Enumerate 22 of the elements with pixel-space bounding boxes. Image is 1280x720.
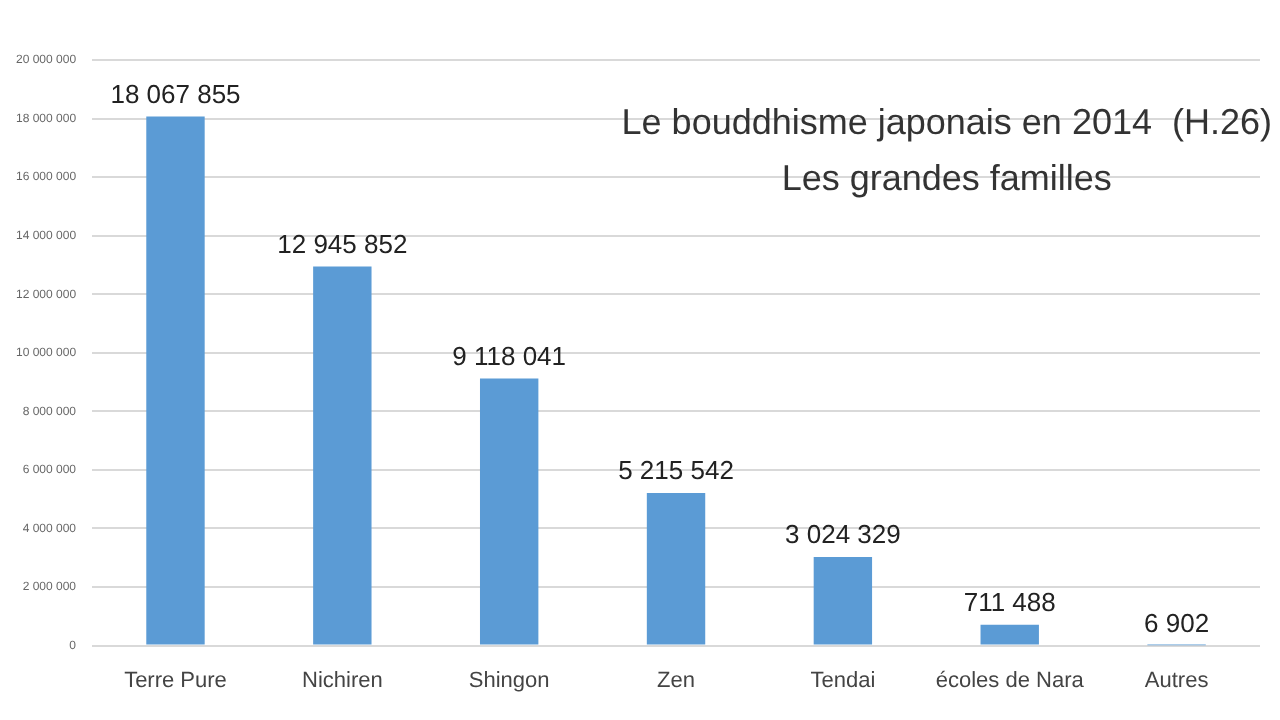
bar xyxy=(146,116,205,645)
text: Le bouddhisme japonais en 2014 (H.26) xyxy=(621,101,1273,142)
bar xyxy=(813,557,873,645)
x-tick-label: Zen xyxy=(657,668,695,693)
data-label: 12 945 852 xyxy=(277,228,408,259)
data-label: 711 488 xyxy=(963,586,1056,617)
x-tick-label: Nichiren xyxy=(301,668,383,693)
data-label: 6 902 xyxy=(1144,607,1210,638)
bar xyxy=(646,492,706,645)
data-label: 18 067 855 xyxy=(110,78,241,109)
bar xyxy=(479,378,539,645)
x-tick-label: écoles de Nara xyxy=(935,668,1086,693)
x-tick-label: Terre Pure xyxy=(124,668,227,693)
data-label: 5 215 542 xyxy=(618,455,734,486)
data-label: 9 118 041 xyxy=(452,340,567,371)
x-tick-label: Autres xyxy=(1144,668,1210,693)
data-label: 3 024 329 xyxy=(785,519,901,550)
text: Les grandes familles xyxy=(781,157,1112,198)
x-tick-label: Tendai xyxy=(810,668,876,693)
bar xyxy=(313,266,372,645)
x-tick-label: Shingon xyxy=(468,668,550,693)
bar xyxy=(980,624,1039,645)
